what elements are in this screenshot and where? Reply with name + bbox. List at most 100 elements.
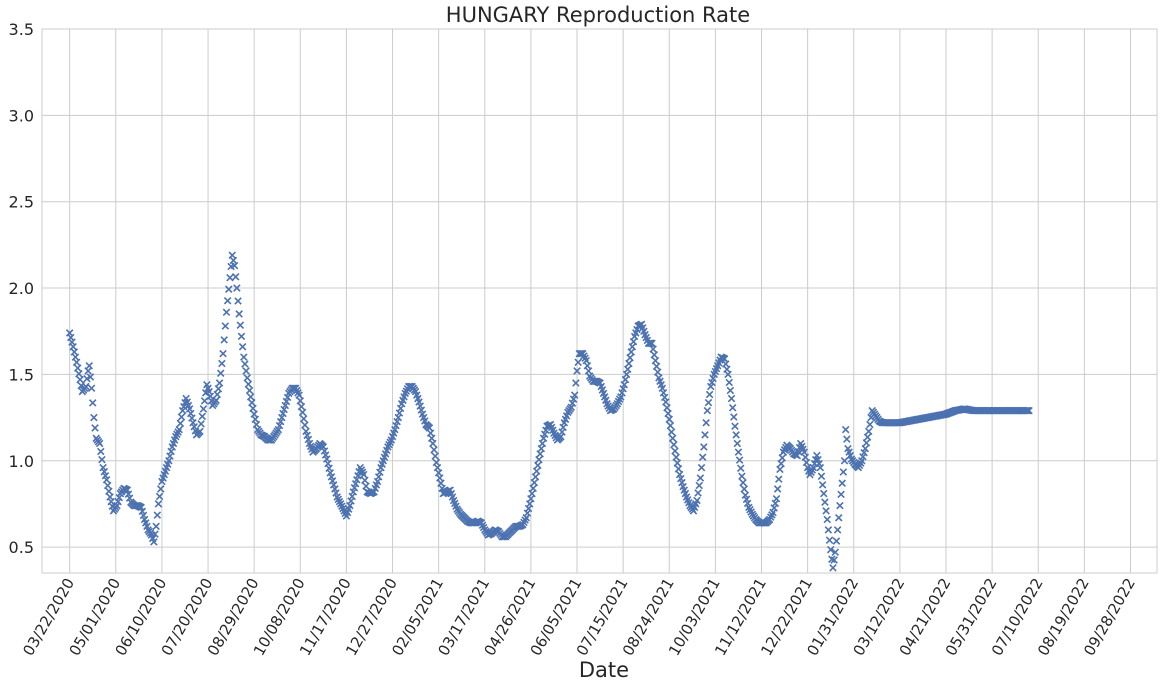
data-point-marker — [863, 433, 872, 441]
data-point-marker — [295, 391, 303, 399]
data-point-marker — [199, 405, 208, 413]
data-point-marker — [231, 273, 240, 281]
data-point-marker — [241, 360, 249, 368]
data-point-marker — [726, 386, 735, 395]
data-point-marker — [830, 556, 838, 564]
data-point-marker — [570, 391, 579, 399]
data-point-marker — [648, 339, 656, 348]
y-tick-label: 0.5 — [9, 538, 34, 557]
data-point-marker — [665, 415, 674, 424]
data-point-marker — [362, 482, 370, 490]
data-point-marker — [223, 296, 232, 305]
data-point-marker — [734, 448, 743, 456]
data-point-marker — [234, 297, 242, 305]
data-point-marker — [821, 498, 829, 506]
y-tick-label: 1.5 — [9, 365, 34, 384]
y-axis: 0.5 1.0 1.5 2.0 2.5 3.0 3.5 — [9, 20, 34, 557]
data-point-marker — [777, 459, 785, 468]
data-point-marker — [216, 369, 225, 378]
data-point-marker — [625, 359, 633, 368]
data-point-marker — [297, 402, 306, 411]
data-point-marker — [196, 427, 204, 436]
data-point-marker — [666, 421, 675, 430]
data-point-marker — [150, 538, 158, 546]
data-point-marker — [732, 431, 740, 439]
data-point-marker — [76, 375, 84, 384]
data-point-marker — [200, 397, 209, 405]
data-point-marker — [75, 370, 83, 378]
data-point-marker — [727, 394, 736, 403]
data-point-marker — [573, 367, 581, 375]
data-point-marker — [674, 465, 683, 473]
data-point-marker — [704, 398, 713, 407]
data-point-marker — [534, 461, 542, 470]
data-point-marker — [662, 398, 670, 406]
data-point-marker — [97, 447, 105, 456]
data-point-marker — [645, 339, 654, 348]
data-point-marker — [238, 343, 247, 351]
data-point-marker — [574, 358, 582, 367]
y-tick-label: 2.5 — [9, 193, 34, 212]
data-point-marker — [839, 468, 848, 476]
data-point-marker — [245, 386, 254, 395]
data-point-marker — [649, 345, 657, 353]
y-tick-label: 2.0 — [9, 279, 34, 298]
data-point-marker — [773, 485, 782, 493]
data-point-marker — [840, 456, 849, 465]
data-point-marker — [220, 336, 228, 344]
data-point-marker — [219, 349, 227, 358]
data-point-marker — [156, 485, 165, 493]
data-point-marker — [529, 484, 537, 493]
data-point-marker — [176, 419, 185, 428]
data-point-marker — [825, 536, 834, 544]
data-point-marker — [222, 308, 231, 316]
data-point-marker — [731, 422, 739, 430]
y-tick-label: 1.0 — [9, 452, 34, 471]
data-point-marker — [823, 515, 831, 524]
data-point-marker — [663, 404, 671, 412]
data-point-marker — [430, 446, 438, 454]
data-point-marker — [647, 339, 655, 348]
data-point-marker — [532, 467, 541, 475]
data-point-marker — [733, 439, 742, 448]
data-point-marker — [212, 396, 220, 405]
data-point-marker — [243, 374, 252, 382]
chart-title: HUNGARY Reproduction Rate — [446, 3, 750, 27]
data-point-marker — [361, 476, 369, 485]
data-point-marker — [695, 481, 704, 490]
data-point-marker — [778, 454, 787, 462]
data-point-marker — [359, 470, 368, 479]
data-point-marker — [650, 351, 659, 359]
data-point-marker — [772, 494, 781, 503]
data-point-marker — [531, 473, 540, 481]
data-point-marker — [832, 537, 841, 545]
data-point-marker — [701, 431, 709, 439]
data-point-marker — [671, 447, 679, 455]
data-point-marker — [215, 379, 224, 387]
data-point-marker — [833, 526, 842, 534]
data-point-marker — [151, 530, 159, 538]
data-point-marker — [738, 472, 746, 481]
plot-area — [41, 28, 1158, 574]
data-point-marker — [843, 435, 851, 443]
data-point-marker — [703, 406, 712, 415]
data-point-marker — [866, 420, 874, 429]
data-point-marker — [530, 478, 539, 487]
data-point-marker — [103, 481, 112, 490]
data-point-marker — [535, 455, 543, 464]
data-point-marker — [698, 453, 707, 462]
data-point-marker — [214, 385, 223, 393]
data-point-marker — [91, 424, 99, 432]
data-point-marker — [838, 479, 846, 487]
data-point-marker — [728, 404, 737, 412]
data-point-marker — [694, 489, 702, 497]
data-point-marker — [1025, 406, 1033, 415]
data-point-marker — [664, 409, 672, 418]
data-point-marker — [775, 475, 783, 483]
data-point-marker — [776, 465, 784, 474]
data-point-marker — [836, 501, 844, 510]
y-tick-label: 3.0 — [9, 106, 34, 125]
x-axis-label: Date — [579, 658, 629, 682]
data-point-marker — [82, 382, 90, 391]
data-point-marker — [667, 428, 676, 436]
